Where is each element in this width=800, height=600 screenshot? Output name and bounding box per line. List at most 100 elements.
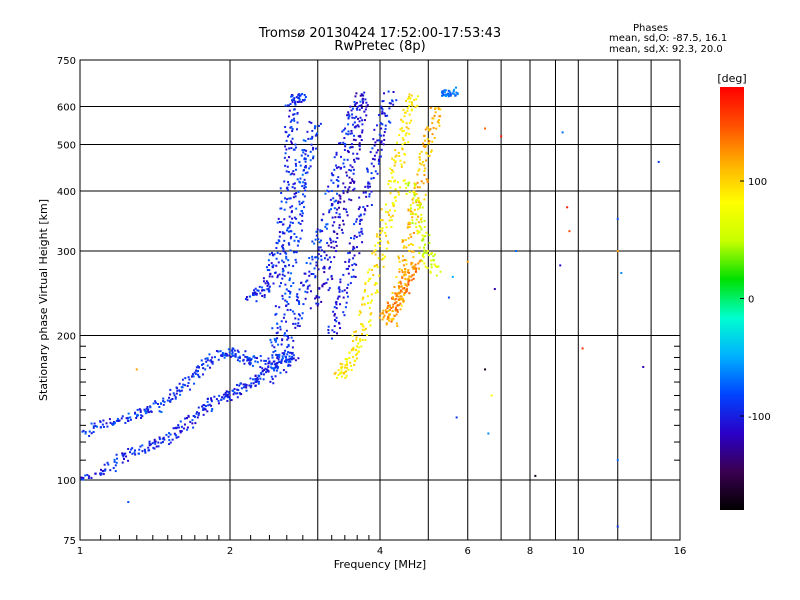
echo-point bbox=[395, 313, 398, 316]
echo-point bbox=[402, 138, 405, 141]
echo-point bbox=[228, 392, 231, 395]
echo-point bbox=[345, 291, 348, 294]
echo-point bbox=[358, 108, 361, 111]
echo-point bbox=[500, 135, 503, 138]
echo-point bbox=[257, 382, 260, 385]
echo-point bbox=[361, 339, 364, 342]
echo-point bbox=[386, 306, 389, 309]
echo-point bbox=[353, 262, 356, 265]
echo-point bbox=[278, 273, 281, 276]
echo-point bbox=[134, 449, 137, 452]
echo-point bbox=[294, 146, 297, 149]
echo-point bbox=[163, 400, 166, 403]
echo-point bbox=[401, 130, 404, 133]
echo-point bbox=[343, 137, 346, 140]
echo-point bbox=[161, 440, 164, 443]
echo-point bbox=[259, 355, 262, 358]
echo-point bbox=[423, 169, 426, 172]
echo-point bbox=[351, 146, 354, 149]
echo-point bbox=[284, 355, 287, 358]
echo-point bbox=[102, 425, 105, 428]
echo-point bbox=[284, 130, 287, 133]
echo-point bbox=[297, 322, 300, 325]
echo-point bbox=[351, 356, 354, 359]
echo-point bbox=[384, 128, 387, 131]
echo-point bbox=[431, 117, 434, 120]
echo-point bbox=[289, 308, 292, 311]
echo-point bbox=[294, 317, 297, 320]
data-points bbox=[80, 86, 660, 528]
echo-point bbox=[94, 425, 97, 428]
echo-point bbox=[276, 362, 279, 365]
echo-point bbox=[422, 253, 425, 256]
echo-point bbox=[417, 221, 420, 224]
echo-point bbox=[172, 392, 175, 395]
echo-point bbox=[231, 352, 234, 355]
echo-point bbox=[388, 308, 391, 311]
echo-point bbox=[378, 316, 381, 319]
echo-point bbox=[265, 280, 268, 283]
echo-point bbox=[427, 254, 430, 257]
echo-point bbox=[316, 304, 319, 307]
echo-point bbox=[349, 361, 352, 364]
echo-point bbox=[276, 326, 279, 329]
echo-point bbox=[389, 167, 392, 170]
echo-point bbox=[84, 432, 87, 435]
echo-point bbox=[281, 355, 284, 358]
echo-point bbox=[173, 394, 176, 397]
echo-point bbox=[84, 474, 87, 477]
echo-point bbox=[349, 132, 352, 135]
echo-point bbox=[208, 353, 211, 356]
echo-point bbox=[283, 353, 286, 356]
echo-point bbox=[345, 174, 348, 177]
echo-point bbox=[272, 382, 275, 385]
echo-point bbox=[191, 422, 194, 425]
echo-point bbox=[240, 393, 243, 396]
echo-point bbox=[407, 182, 410, 185]
echo-point bbox=[364, 339, 367, 342]
echo-point bbox=[411, 198, 414, 201]
echo-point bbox=[417, 262, 420, 265]
echo-point bbox=[288, 115, 291, 118]
echo-point bbox=[364, 281, 367, 284]
echo-point bbox=[222, 397, 225, 400]
echo-point bbox=[401, 271, 404, 274]
echo-point bbox=[345, 132, 348, 135]
echo-point bbox=[387, 90, 390, 93]
echo-point bbox=[401, 275, 404, 278]
echo-point bbox=[326, 258, 329, 261]
echo-point bbox=[266, 266, 269, 269]
echo-point bbox=[389, 192, 392, 195]
echo-point bbox=[342, 192, 345, 195]
echo-point bbox=[367, 186, 370, 189]
echo-point bbox=[252, 382, 255, 385]
echo-point bbox=[566, 206, 569, 209]
echo-point bbox=[345, 362, 348, 365]
echo-point bbox=[277, 217, 280, 220]
echo-point bbox=[342, 182, 345, 185]
echo-point bbox=[337, 369, 340, 372]
echo-point bbox=[375, 235, 378, 238]
echo-point bbox=[295, 207, 298, 210]
echo-point bbox=[289, 360, 292, 363]
echo-point bbox=[358, 120, 361, 123]
echo-point bbox=[268, 264, 271, 267]
echo-point bbox=[355, 336, 358, 339]
echo-point bbox=[297, 299, 300, 302]
echo-point bbox=[298, 161, 301, 164]
echo-point bbox=[346, 214, 349, 217]
echo-point bbox=[373, 158, 376, 161]
echo-point bbox=[347, 116, 350, 119]
echo-point bbox=[242, 359, 245, 362]
echo-point bbox=[438, 118, 441, 121]
echo-point bbox=[347, 111, 350, 114]
echo-point bbox=[233, 391, 236, 394]
echo-point bbox=[288, 226, 291, 229]
echo-point bbox=[333, 325, 336, 328]
echo-point bbox=[275, 369, 278, 372]
echo-point bbox=[447, 93, 450, 96]
echo-point bbox=[355, 92, 358, 95]
echo-point bbox=[333, 331, 336, 334]
echo-point bbox=[200, 363, 203, 366]
echo-point bbox=[374, 281, 377, 284]
